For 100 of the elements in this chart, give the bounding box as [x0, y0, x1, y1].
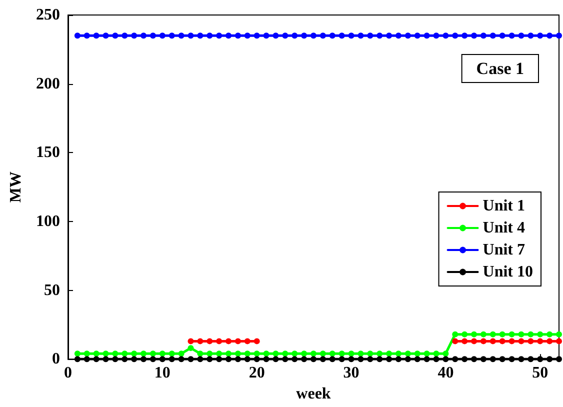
point	[462, 338, 468, 344]
point	[338, 32, 345, 39]
point	[433, 356, 440, 362]
point	[329, 32, 336, 39]
point	[74, 32, 80, 39]
point	[74, 356, 80, 362]
point	[159, 350, 166, 357]
point	[499, 338, 506, 344]
point	[216, 350, 222, 357]
point	[480, 338, 486, 344]
point	[414, 350, 420, 357]
point	[310, 356, 316, 362]
point	[188, 338, 194, 344]
point	[490, 356, 496, 362]
legend-label: Unit 4	[482, 220, 526, 236]
point	[234, 32, 241, 39]
point	[508, 356, 515, 362]
point	[424, 356, 430, 362]
point	[546, 32, 553, 39]
point	[462, 331, 468, 338]
point	[122, 356, 128, 362]
legend-label: Unit 7	[482, 242, 526, 258]
point	[348, 32, 354, 39]
point	[234, 338, 241, 344]
point	[292, 356, 298, 362]
point	[462, 32, 468, 39]
point	[168, 356, 175, 362]
point	[263, 32, 270, 39]
point	[197, 338, 204, 344]
x-tick-label: 10	[154, 364, 170, 382]
point	[424, 32, 430, 39]
y-tick-label: 250	[36, 6, 60, 24]
point	[404, 32, 411, 39]
point	[93, 32, 100, 39]
point	[546, 338, 553, 344]
point	[122, 32, 128, 39]
point	[131, 356, 138, 362]
point	[358, 350, 364, 357]
point	[292, 350, 298, 357]
point	[282, 350, 288, 357]
point	[471, 356, 478, 362]
point	[310, 350, 316, 357]
point	[84, 32, 90, 39]
point	[528, 32, 534, 39]
point	[376, 32, 383, 39]
point	[386, 32, 392, 39]
point	[499, 356, 506, 362]
y-axis-title: MW	[8, 171, 24, 203]
point	[150, 350, 156, 357]
point	[272, 350, 279, 357]
point	[386, 356, 392, 362]
point	[386, 350, 392, 357]
point	[452, 331, 458, 338]
x-axis-title: week	[296, 386, 331, 402]
y-tick-label: 150	[36, 144, 60, 162]
point	[188, 356, 194, 362]
point	[433, 32, 440, 39]
point	[234, 350, 241, 357]
point	[518, 356, 524, 362]
point	[206, 338, 213, 344]
point	[442, 350, 449, 357]
point	[537, 338, 544, 344]
point	[395, 356, 402, 362]
point	[282, 356, 288, 362]
point	[528, 331, 534, 338]
point	[480, 32, 486, 39]
annotation: Case 1	[476, 59, 524, 78]
point	[74, 350, 80, 357]
point	[442, 356, 449, 362]
point	[471, 331, 478, 338]
point	[556, 331, 562, 338]
point	[197, 356, 204, 362]
point	[102, 350, 109, 357]
point	[414, 356, 420, 362]
point	[480, 331, 486, 338]
point	[301, 350, 308, 357]
y-tick-label: 0	[52, 350, 60, 368]
point	[490, 338, 496, 344]
point	[150, 356, 156, 362]
point	[376, 350, 383, 357]
point	[424, 350, 430, 357]
point	[272, 356, 279, 362]
point	[358, 32, 364, 39]
point	[301, 32, 308, 39]
point	[452, 338, 458, 344]
point	[301, 356, 308, 362]
x-tick-label: 20	[248, 364, 265, 382]
point	[244, 350, 250, 357]
point	[206, 32, 213, 39]
point	[537, 32, 544, 39]
point	[490, 32, 496, 39]
point	[537, 356, 544, 362]
point	[178, 32, 184, 39]
point	[226, 32, 232, 39]
point	[178, 356, 184, 362]
point	[348, 356, 354, 362]
point	[206, 356, 213, 362]
point	[150, 32, 156, 39]
point	[508, 32, 515, 39]
point	[556, 338, 562, 344]
